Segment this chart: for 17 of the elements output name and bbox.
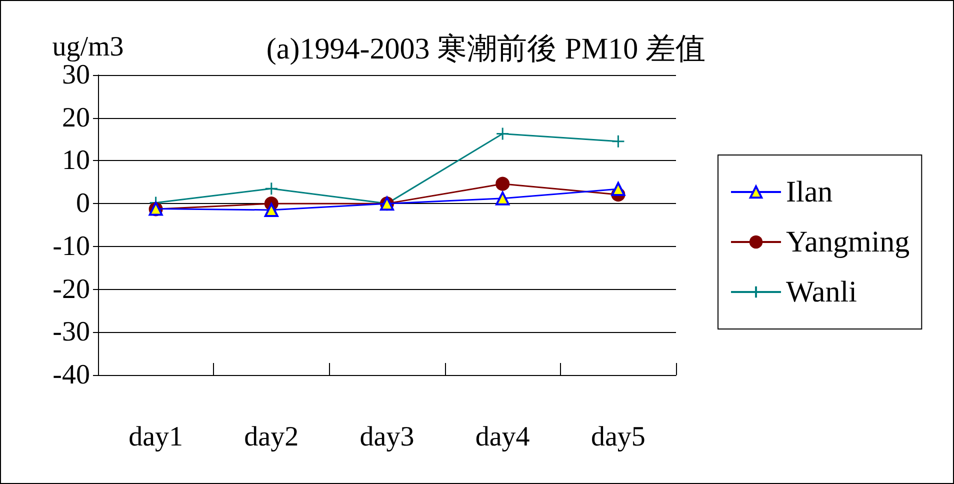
- legend-label: Ilan: [786, 176, 833, 208]
- y-tick-label: -40: [52, 360, 90, 390]
- x-tick-label: day3: [360, 422, 414, 452]
- y-tick-label: 10: [62, 145, 90, 176]
- x-tick-label: day4: [475, 422, 530, 452]
- x-tick-label: day1: [128, 422, 184, 452]
- chart-title: (a)1994-2003 寒潮前後 PM10 差值: [266, 32, 706, 66]
- x-tick-label: day5: [590, 422, 646, 452]
- y-axis-title: ug/m3: [52, 32, 124, 63]
- y-tick-label: -30: [52, 316, 90, 348]
- y-tick-label: -20: [52, 274, 90, 305]
- legend-label: Yangming: [786, 226, 910, 258]
- y-tick-label: 0: [76, 188, 90, 220]
- y-tick-label: -10: [52, 230, 90, 262]
- legend-label: Wanli: [786, 276, 857, 308]
- y-tick-label: 20: [62, 102, 90, 134]
- x-tick-label: day2: [244, 422, 299, 452]
